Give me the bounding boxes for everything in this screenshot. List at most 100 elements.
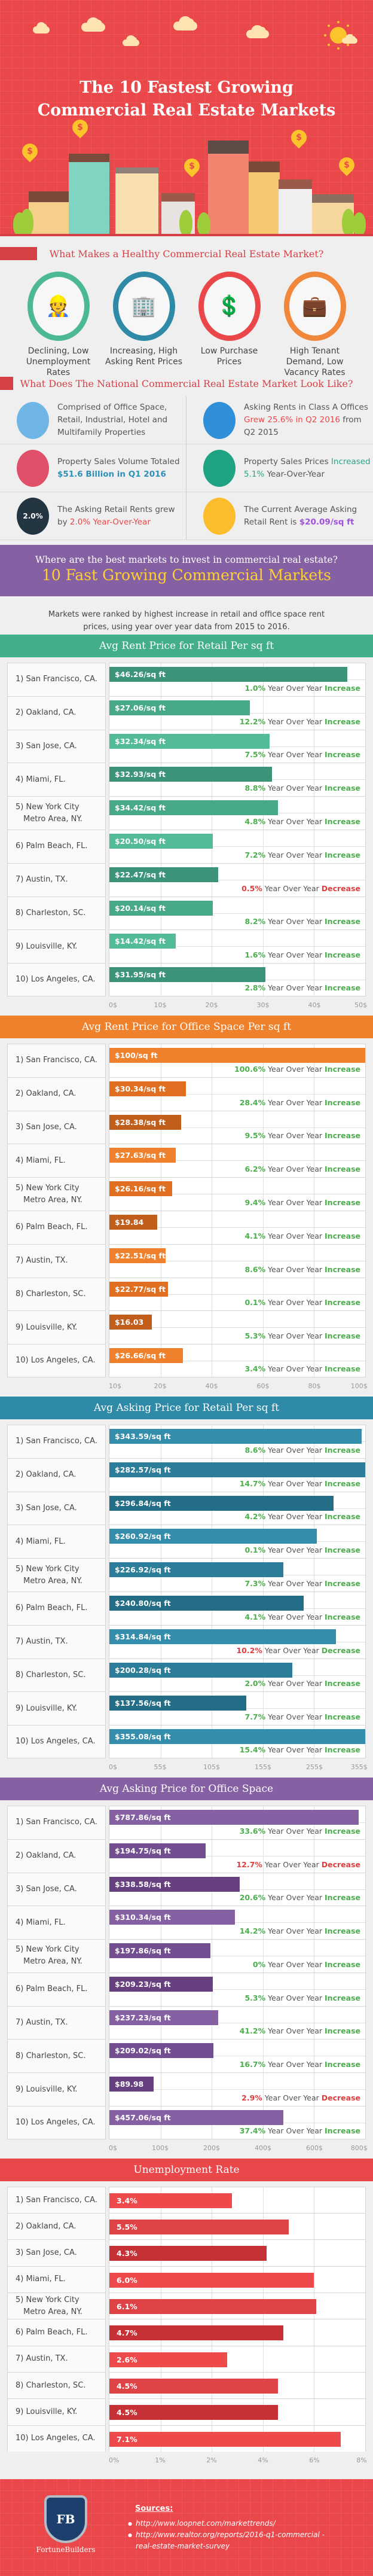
healthy-factor: 💲 Low Purchase Prices <box>191 272 268 374</box>
yoy-change: 10.2% Year Over Year Decrease <box>236 1645 360 1655</box>
city-label: 7) Austin, TX. <box>7 1624 106 1659</box>
city-label: 1) San Francisco, CA. <box>7 1043 106 1077</box>
x-tick: 0$ <box>109 1001 117 1009</box>
chart-row: 4) Miami, FL. $27.63/sq ft 6.2% Year Ove… <box>7 1144 366 1178</box>
yoy-change: 2.9% Year Over Year Decrease <box>241 2093 360 2103</box>
national-fact: Property Sales Prices Increased 5.1% Yea… <box>186 444 373 492</box>
bar-chart: Unemployment Rate 1) San Francisco, CA. … <box>0 2158 373 2471</box>
city-label: 1) San Francisco, CA. <box>7 1424 106 1458</box>
data-bar: $31.95/sq ft <box>109 967 266 983</box>
yoy-change: 33.6% Year Over Year Increase <box>239 1826 360 1836</box>
chart-row: 6) Palm Beach, FL. 4.7% <box>7 2319 366 2346</box>
x-tick: 0% <box>109 2456 120 2464</box>
section-heading: What Does The National Commercial Real E… <box>0 374 373 393</box>
city-label: 6) Palm Beach, FL. <box>7 2319 106 2346</box>
chart-row: 9) Louisville, KY. $14.42/sq ft 1.6% Yea… <box>7 929 366 964</box>
healthy-factor: 🏢 Increasing, High Asking Rent Prices <box>105 272 183 374</box>
chart-row: 10) Los Angeles, CA. 7.1% <box>7 2425 366 2452</box>
chart-row: 10) Los Angeles, CA. $31.95/sq ft 2.8% Y… <box>7 963 366 996</box>
x-tick: 30$ <box>256 1001 270 1009</box>
x-tick: 100$ <box>350 1382 368 1390</box>
chart-row: 7) Austin, TX. $22.47/sq ft 0.5% Year Ov… <box>7 862 366 897</box>
city-label: 10) Los Angeles, CA. <box>7 963 106 996</box>
national-market-section: What Does The National Commercial Real E… <box>0 374 373 540</box>
x-tick: 60$ <box>256 1382 270 1390</box>
chart-row: 2) Oakland, CA. $27.06/sq ft 12.2% Year … <box>7 696 366 730</box>
city-label: 9) Louisville, KY. <box>7 2072 106 2106</box>
healthy-factors: 👷 Declining, Low Unemployment Rates 🏢 Inc… <box>0 263 373 377</box>
yoy-change: 0.1% Year Over Year Increase <box>244 1545 360 1555</box>
fortunebuilders-logo: FB FortuneBuilders <box>33 2495 99 2554</box>
chart-row: 2) Oakland, CA. $30.34/sq ft 28.4% Year … <box>7 1077 366 1111</box>
chart-row: 4) Miami, FL. $260.92/sq ft 0.1% Year Ov… <box>7 1525 366 1559</box>
tree-icon <box>353 212 366 236</box>
yoy-change: 7.2% Year Over Year Increase <box>244 850 360 859</box>
data-bar: $46.26/sq ft <box>109 667 348 682</box>
yoy-change: 7.3% Year Over Year Increase <box>244 1578 360 1588</box>
national-fact: Asking Rents in Class A Offices Grew 25.… <box>186 397 373 444</box>
x-tick: 8% <box>356 2456 367 2464</box>
city-label: 6) Palm Beach, FL. <box>7 829 106 863</box>
footer: FB FortuneBuilders Sources: http://www.l… <box>0 2479 373 2576</box>
data-bar: 7.1% <box>109 2431 341 2447</box>
data-bar: $355.08/sq ft <box>109 1729 365 1745</box>
x-axis: 0$ 10$ 20$ 30$ 40$ 50$ <box>109 996 367 1016</box>
yoy-change: 0.1% Year Over Year Increase <box>244 1298 360 1307</box>
data-bar: $100/sq ft <box>109 1047 365 1063</box>
chart-body: 1) San Francisco, CA. $787.86/sq ft 33.6… <box>7 1805 366 2139</box>
city-label: 9) Louisville, KY. <box>7 1310 106 1345</box>
chart-row: 3) San Jose, CA. $28.38/sq ft 9.5% Year … <box>7 1110 366 1144</box>
yoy-change: 7.5% Year Over Year Increase <box>244 750 360 760</box>
yoy-change: 4.8% Year Over Year Increase <box>244 816 360 826</box>
x-tick: 400$ <box>255 2144 271 2152</box>
source-link[interactable]: http://www.loopnet.com/markettrends/ <box>128 2518 331 2529</box>
page-title: The 10 Fastest Growing Commercial Real E… <box>37 78 336 120</box>
dollar-pin-icon: $ <box>335 154 358 176</box>
national-facts-grid: Comprised of Office Space, Retail, Indus… <box>0 397 373 540</box>
data-bar: 3.4% <box>109 2193 233 2208</box>
x-tick: 800$ <box>350 2144 368 2152</box>
x-tick: 4% <box>258 2456 268 2464</box>
data-bar: $137.56/sq ft <box>109 1696 246 1711</box>
yoy-change: 9.4% Year Over Year Increase <box>244 1197 360 1207</box>
yoy-change: 20.6% Year Over Year Increase <box>239 1893 360 1903</box>
tree-icon <box>20 209 33 236</box>
city-label: 8) Charleston, SC. <box>7 896 106 930</box>
city-label: 7) Austin, TX. <box>7 2345 106 2372</box>
city-label: 2) Oakland, CA. <box>7 1077 106 1111</box>
yoy-change: 8.2% Year Over Year Increase <box>244 917 360 926</box>
charts-container: Avg Rent Price for Retail Per sq ft 1) S… <box>0 635 373 2471</box>
chart-row: 2) Oakland, CA. $194.75/sq ft 12.7% Year… <box>7 1839 366 1873</box>
data-bar: $260.92/sq ft <box>109 1529 317 1544</box>
rocket-icon <box>203 449 236 487</box>
chart-row: 4) Miami, FL. $310.34/sq ft 14.2% Year O… <box>7 1906 366 1940</box>
dollar-pin-icon: $ <box>19 140 41 163</box>
city-label: 3) San Jose, CA. <box>7 1491 106 1525</box>
city-label: 8) Charleston, SC. <box>7 2039 106 2073</box>
source-link[interactable]: http://www.realtor.org/reports/2016-q1-c… <box>128 2529 331 2552</box>
data-bar: $237.23/sq ft <box>109 2010 218 2025</box>
x-tick: 355$ <box>350 1763 368 1771</box>
yoy-change: 37.4% Year Over Year Increase <box>239 2126 360 2135</box>
yoy-change: 4.1% Year Over Year Increase <box>244 1612 360 1621</box>
x-tick: 10$ <box>109 1382 121 1390</box>
chart-row: 6) Palm Beach, FL. $20.50/sq ft 7.2% Yea… <box>7 829 366 863</box>
healthy-factor-label: Low Purchase Prices <box>200 346 258 367</box>
office-growth-icon <box>203 401 236 439</box>
chart-row: 2) Oakland, CA. $282.57/sq ft 14.7% Year… <box>7 1458 366 1492</box>
city-label: 9) Louisville, KY. <box>7 2398 106 2425</box>
chart-row: 3) San Jose, CA. 4.3% <box>7 2239 366 2266</box>
yoy-change: 4.2% Year Over Year Increase <box>244 1512 360 1522</box>
city-label: 5) New York City Metro Area, NY. <box>7 2293 106 2319</box>
chart-row: 9) Louisville, KY. $137.56/sq ft 7.7% Ye… <box>7 1691 366 1726</box>
x-tick: 0$ <box>109 2144 117 2152</box>
data-bar: 6.1% <box>109 2299 316 2315</box>
yoy-change: 15.4% Year Over Year Increase <box>239 1745 360 1754</box>
dollar-pin-icon: $ <box>288 126 310 149</box>
data-bar: $32.34/sq ft <box>109 733 270 749</box>
chart-row: 2) Oakland, CA. 5.5% <box>7 2213 366 2240</box>
city-label: 4) Miami, FL. <box>7 1144 106 1178</box>
city-label: 10) Los Angeles, CA. <box>7 2106 106 2139</box>
chart-body: 1) San Francisco, CA. $46.26/sq ft 1.0% … <box>7 663 366 996</box>
cloud-icon <box>33 22 50 33</box>
